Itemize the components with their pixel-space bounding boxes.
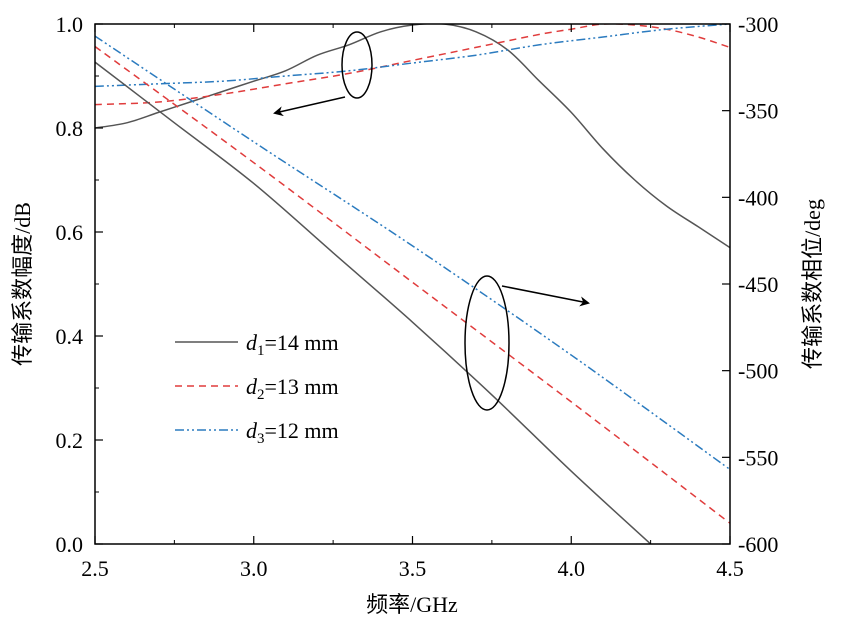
x-tick-label: 4.0 — [558, 556, 586, 581]
y-right-tick-label: -450 — [738, 272, 778, 297]
y-left-tick-label: 1.0 — [56, 12, 84, 37]
y-right-tick-label: -600 — [738, 532, 778, 557]
y-left-tick-label: 0.4 — [56, 324, 84, 349]
legend-label-d1: d1=14 mm — [246, 330, 339, 359]
y-left-tick-label: 0.8 — [56, 116, 84, 141]
y-left-tick-label: 0.6 — [56, 220, 84, 245]
series-line-phase_d3 — [95, 35, 730, 471]
x-tick-label: 3.0 — [240, 556, 268, 581]
x-tick-label: 3.5 — [399, 556, 427, 581]
series-line-mag_d3 — [95, 24, 730, 88]
legend-label-d2: d2=13 mm — [246, 374, 339, 403]
magnitude-group-ellipse — [341, 31, 373, 99]
legend: d1=14 mm d2=13 mm d3=12 mm — [175, 330, 339, 447]
series-line-phase_d2 — [95, 45, 730, 524]
x-tick-label: 4.5 — [716, 556, 744, 581]
phase-group-ellipse — [464, 275, 510, 411]
phase-arrow — [501, 285, 590, 307]
y-right-tick-label: -300 — [738, 12, 778, 37]
x-tick-label: 2.5 — [81, 556, 109, 581]
y-left-tick-label: 0.2 — [56, 428, 84, 453]
magnitude-arrow — [273, 96, 346, 117]
y-axis-right-label: 传输系数相位/deg — [800, 199, 825, 369]
legend-label-d3: d3=12 mm — [246, 418, 339, 447]
y-right-tick-label: -400 — [738, 185, 778, 210]
series-line-mag_d2 — [95, 24, 730, 106]
y-right-tick-label: -500 — [738, 359, 778, 384]
y-right-tick-label: -350 — [738, 99, 778, 124]
x-axis-label: 频率/GHz — [366, 592, 458, 617]
y-axis-left-label: 传输系数幅度/dB — [10, 202, 35, 366]
y-left-tick-label: 0.0 — [56, 532, 84, 557]
series-line-phase_d1 — [95, 61, 652, 544]
y-right-tick-label: -550 — [738, 445, 778, 470]
tick-layer: 2.5 3.0 3.5 4.0 4.5 0.0 0.2 0.4 0.6 0.8 1.0 -600 -55… — [56, 12, 779, 581]
series-layer — [95, 24, 730, 544]
